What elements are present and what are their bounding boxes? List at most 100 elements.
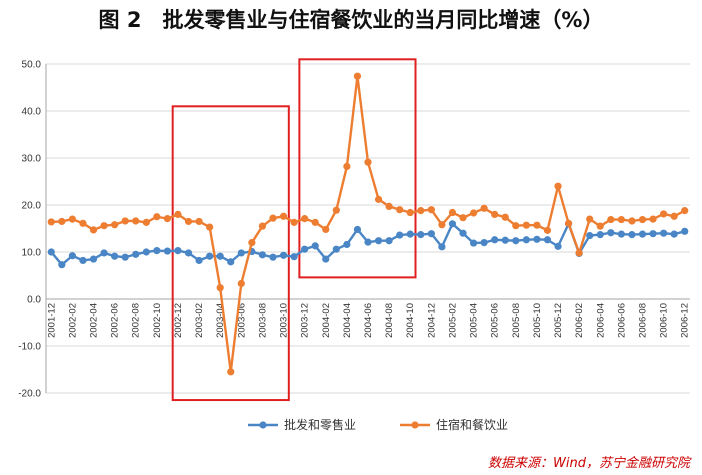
- data-point: [628, 231, 636, 239]
- data-point: [406, 208, 414, 217]
- chart-title: 图 2 批发零售业与住宿餐饮业的当月同比增速（%）: [98, 8, 604, 32]
- data-point: [121, 253, 129, 261]
- x-tick-label: 2003-10: [279, 303, 290, 338]
- data-point: [554, 182, 562, 190]
- data-point: [163, 215, 172, 223]
- data-point: [649, 230, 657, 238]
- data-point: [522, 221, 530, 229]
- data-point: [216, 284, 224, 292]
- data-point: [406, 230, 414, 238]
- data-point: [79, 219, 87, 227]
- data-point: [142, 218, 150, 226]
- data-point: [417, 207, 425, 215]
- legend-label: 批发和零售业: [284, 417, 356, 432]
- data-point: [586, 231, 594, 240]
- x-tick-label: 2006-06: [616, 303, 627, 338]
- data-point: [311, 242, 319, 250]
- data-point: [628, 217, 636, 225]
- data-point: [258, 251, 267, 259]
- data-point: [322, 225, 330, 234]
- data-point: [111, 221, 119, 229]
- y-tick-label: 10.0: [22, 248, 42, 259]
- data-point: [660, 229, 668, 237]
- x-tick-label: 2002-06: [110, 303, 121, 338]
- data-point: [417, 231, 425, 239]
- x-tick-label: 2003-08: [257, 303, 268, 338]
- data-point: [89, 226, 98, 234]
- data-point: [68, 252, 76, 260]
- data-point: [227, 258, 235, 266]
- data-point: [279, 251, 288, 259]
- data-point: [469, 239, 478, 247]
- y-tick-label: 30.0: [22, 154, 42, 165]
- highlight-box: [298, 58, 417, 279]
- data-point: [237, 279, 245, 288]
- data-point: [564, 219, 573, 227]
- data-point: [47, 218, 55, 226]
- y-tick-label: -20.0: [18, 389, 41, 400]
- data-point: [153, 213, 161, 221]
- source-note: 数据来源：Wind，苏宁金融研究院: [488, 456, 690, 471]
- x-tick-label: 2004-06: [363, 303, 374, 338]
- data-point: [142, 248, 150, 256]
- x-tick-label: 2002-02: [67, 303, 78, 338]
- data-point: [311, 218, 319, 226]
- data-point: [543, 226, 552, 234]
- data-point: [681, 207, 689, 215]
- y-tick-label: -10.0: [18, 342, 41, 353]
- data-point: [670, 212, 678, 220]
- data-point: [279, 212, 288, 220]
- x-tick-label: 2001-12: [46, 303, 57, 338]
- x-tick-label: 2003-02: [194, 303, 205, 338]
- data-point: [533, 221, 541, 229]
- data-point: [617, 215, 625, 224]
- data-point: [258, 222, 267, 230]
- data-point: [396, 206, 404, 214]
- data-point: [290, 218, 298, 226]
- data-point: [427, 230, 435, 238]
- data-point: [68, 215, 76, 223]
- x-tick-label: 2006-02: [574, 303, 585, 338]
- data-point: [575, 249, 583, 257]
- legend: 批发和零售业 住宿和餐饮业: [248, 417, 508, 432]
- data-point: [607, 215, 615, 224]
- data-point: [343, 240, 351, 249]
- x-tick-label: 2005-04: [469, 303, 480, 338]
- x-tick-label: 2002-04: [89, 303, 100, 338]
- data-point: [47, 248, 55, 256]
- data-point: [543, 236, 552, 244]
- legend-marker: [259, 421, 267, 429]
- data-point: [501, 213, 509, 221]
- data-point: [649, 215, 657, 223]
- data-point: [301, 245, 309, 253]
- data-point: [132, 217, 140, 225]
- data-point: [269, 253, 277, 261]
- data-point: [596, 231, 604, 239]
- data-point: [374, 237, 383, 245]
- x-tick-label: 2002-08: [131, 303, 142, 338]
- data-point: [184, 217, 193, 226]
- data-point: [586, 215, 594, 223]
- data-point: [617, 230, 625, 238]
- x-tick-label: 2006-10: [659, 303, 670, 338]
- data-point: [100, 222, 108, 230]
- data-point: [184, 249, 193, 257]
- x-tick-label: 2003-06: [236, 303, 247, 338]
- data-point: [660, 210, 668, 218]
- data-point: [459, 214, 467, 222]
- x-tick-label: 2002-12: [173, 303, 184, 338]
- x-tick-label: 2006-08: [637, 303, 648, 338]
- data-point: [174, 210, 182, 218]
- data-point: [554, 242, 562, 250]
- data-point: [195, 256, 203, 265]
- data-point: [216, 252, 224, 260]
- x-tick-label: 2003-12: [300, 303, 311, 338]
- data-point: [353, 72, 362, 80]
- x-tick-label: 2005-10: [532, 303, 543, 338]
- data-point: [596, 222, 604, 230]
- x-tick-label: 2004-10: [405, 303, 416, 338]
- data-point: [58, 261, 66, 269]
- data-point: [195, 217, 203, 226]
- data-point: [480, 239, 488, 247]
- data-point: [111, 252, 119, 260]
